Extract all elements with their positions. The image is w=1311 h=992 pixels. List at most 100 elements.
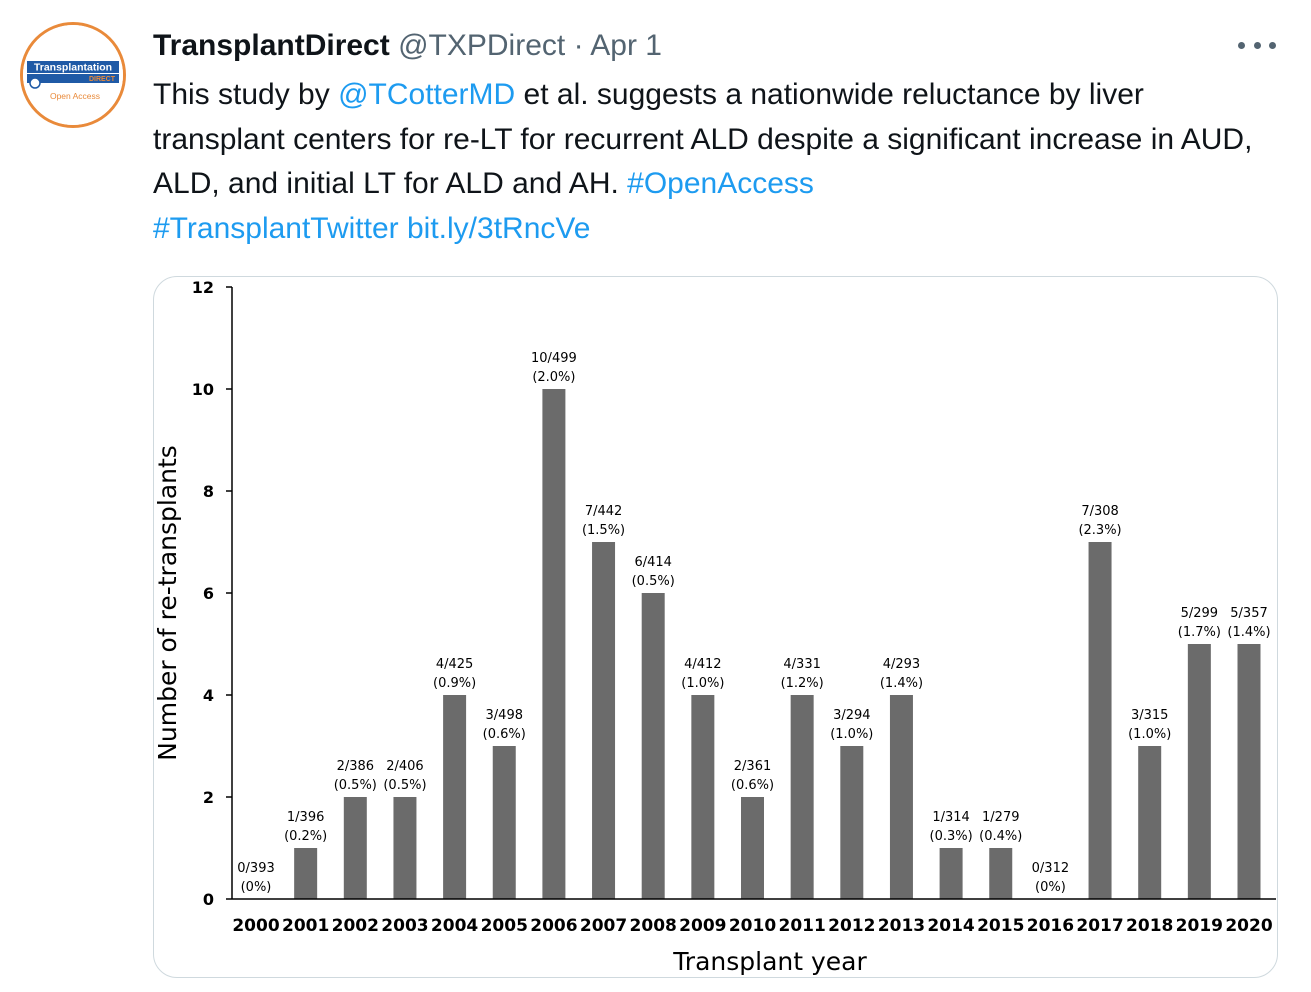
data-label-percent-2011: (1.2%) [781,676,824,691]
bar-2017 [1088,542,1112,899]
x-tick-label-2013: 2013 [878,916,925,936]
author-handle[interactable]: @TXPDirect [398,29,566,62]
bar-2015 [989,848,1013,899]
data-label-count-2012: 3/294 [833,708,870,723]
data-label-percent-2009: (1.0%) [681,676,724,691]
bar-2006 [542,389,566,899]
data-label-count-2000: 0/393 [237,861,274,876]
data-label-count-2015: 1/279 [982,810,1019,825]
data-label-percent-2000: (0%) [241,880,272,895]
data-label-percent-2015: (0.4%) [979,829,1022,844]
bar-2002 [343,797,367,899]
data-label-count-2008: 6/414 [634,555,671,570]
data-label-percent-2001: (0.2%) [284,829,327,844]
x-tick-label-2010: 2010 [729,916,776,936]
data-label-count-2003: 2/406 [386,759,423,774]
data-label-count-2020: 5/357 [1230,606,1267,621]
y-tick-label-0: 0 [203,890,214,909]
y-tick-label-8: 8 [203,482,214,501]
data-label-count-2018: 3/315 [1131,708,1168,723]
bar-2018 [1138,746,1162,899]
hashtag-transplanttwitter[interactable]: #TransplantTwitter [153,211,399,245]
data-label-percent-2016: (0%) [1035,880,1066,895]
data-label-percent-2014: (0.3%) [930,829,973,844]
bars-group [294,389,1261,899]
bar-2004 [443,695,467,899]
text-segment: et al. suggests a nationwide reluctance … [153,78,1253,200]
data-label-percent-2013: (1.4%) [880,676,923,691]
data-label-count-2019: 5/299 [1181,606,1218,621]
tweet-text: This study by @TCotterMD et al. suggests… [153,73,1283,251]
transplantation-direct-logo: Transplantation DIRECT Open Access [23,25,123,125]
data-label-percent-2004: (0.9%) [433,676,476,691]
data-label-count-2014: 1/314 [932,810,969,825]
bar-2019 [1187,644,1211,899]
data-label-percent-2002: (0.5%) [334,778,377,793]
avatar[interactable]: Transplantation DIRECT Open Access [20,22,126,128]
hashtag-openaccess[interactable]: #OpenAccess [627,167,814,200]
logo-line-1: Transplantation [34,62,112,74]
bar-chart: 0 2 4 6 8 10 12 Transplant year Number of re-tra… [154,278,1276,976]
y-tick-label-4: 4 [203,686,214,705]
x-tick-label-2017: 2017 [1076,916,1123,936]
bar-2011 [790,695,814,899]
data-label-percent-2018: (1.0%) [1128,727,1171,742]
axes-group: 0 2 4 6 8 10 12 Transplant year Number of re-tra… [154,278,1276,976]
x-tick-label-2018: 2018 [1126,916,1173,936]
tweet-header: TransplantDirect @TXPDirect · Apr 1 [153,26,662,66]
bar-2010 [741,797,764,899]
x-tick-label-2000: 2000 [232,916,279,936]
url-link[interactable]: bit.ly/3tRncVe [407,211,591,245]
data-label-percent-2019: (1.7%) [1178,625,1221,640]
x-tick-label-2001: 2001 [282,916,329,936]
x-tick-label-2004: 2004 [431,916,478,936]
data-label-count-2017: 7/308 [1081,504,1118,519]
mention-link[interactable]: @TCotterMD [338,78,516,111]
data-label-percent-2005: (0.6%) [483,727,526,742]
separator-dot: · [573,29,584,62]
bar-2003 [393,797,417,899]
logo-line-2: DIRECT [89,76,116,83]
y-tick-label-2: 2 [203,788,214,807]
data-label-percent-2012: (1.0%) [830,727,873,742]
text-segment: This study by [153,78,339,111]
data-label-count-2007: 7/442 [585,504,622,519]
bar-2014 [939,848,963,899]
y-tick-label-12: 12 [192,278,214,297]
author-name[interactable]: TransplantDirect [153,29,390,62]
labels-group: 0/393 (0%) 2000 1/396 (0.2%) 2001 2/386 (0.5%) 2… [232,351,1272,936]
x-tick-label-2020: 2020 [1225,916,1272,936]
data-label-count-2004: 4/425 [436,657,473,672]
data-label-percent-2010: (0.6%) [731,778,774,793]
y-tick-label-6: 6 [203,584,214,603]
tweet-date[interactable]: Apr 1 [590,29,662,62]
more-options-icon[interactable] [1238,30,1276,60]
bar-2009 [691,695,715,899]
x-tick-label-2002: 2002 [332,916,379,936]
tweet-media[interactable]: 0 2 4 6 8 10 12 Transplant year Number of re-tra… [153,276,1278,978]
x-tick-label-2011: 2011 [778,916,825,936]
bar-2013 [889,695,913,899]
x-tick-label-2012: 2012 [828,916,875,936]
logo-line-3: Open Access [50,91,100,101]
bar-2005 [492,746,516,899]
x-tick-label-2015: 2015 [977,916,1024,936]
bar-2012 [840,746,864,899]
data-label-percent-2006: (2.0%) [532,370,575,385]
x-tick-label-2007: 2007 [580,916,627,936]
data-label-count-2002: 2/386 [337,759,374,774]
data-label-percent-2020: (1.4%) [1227,625,1270,640]
data-label-count-2006: 10/499 [531,351,577,366]
bar-2001 [294,848,318,899]
data-label-count-2010: 2/361 [734,759,771,774]
data-label-percent-2008: (0.5%) [632,574,675,589]
x-tick-label-2016: 2016 [1027,916,1074,936]
bar-2020 [1237,644,1261,899]
x-tick-label-2019: 2019 [1176,916,1223,936]
x-tick-label-2008: 2008 [630,916,677,936]
data-label-count-2009: 4/412 [684,657,721,672]
bar-2007 [592,542,616,899]
data-label-count-2013: 4/293 [883,657,920,672]
y-axis-title: Number of re-transplants [154,445,182,761]
data-label-count-2001: 1/396 [287,810,324,825]
